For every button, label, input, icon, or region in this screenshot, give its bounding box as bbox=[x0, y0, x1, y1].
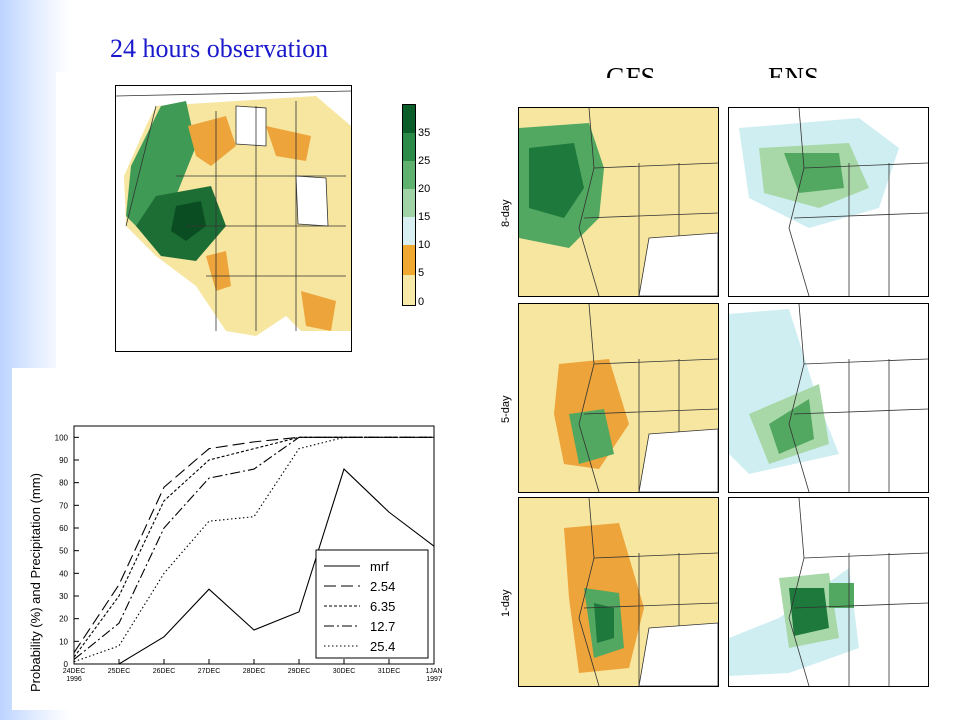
observation-colorbar bbox=[402, 104, 416, 306]
colorbar-tick: 25 bbox=[418, 155, 431, 167]
x-tick-label: 1997 bbox=[426, 676, 442, 683]
colorbar-tick: 15 bbox=[418, 211, 431, 223]
x-tick-label: 25DEC bbox=[108, 668, 131, 675]
y-tick-label: 60 bbox=[59, 524, 68, 533]
colorbar-tick: 35 bbox=[418, 127, 431, 139]
colorbar-tick: 5 bbox=[418, 267, 425, 279]
probability-chart-panel: 0 10 20 30 40 50 60 70 80 90 100 24DEC 1996 25DEC 26DE… bbox=[12, 368, 467, 710]
forecast-row-label: 5-day bbox=[500, 395, 512, 423]
y-tick-label: 10 bbox=[59, 637, 68, 646]
x-tick-label: 28DEC bbox=[243, 668, 266, 675]
y-tick-label: 70 bbox=[59, 501, 68, 510]
x-tick-label: 1JAN bbox=[425, 668, 442, 675]
series-line-25.4 bbox=[73, 436, 434, 663]
y-tick-label: 100 bbox=[55, 433, 69, 442]
y-tick-label: 80 bbox=[59, 479, 68, 488]
gfs-forecast-map bbox=[518, 107, 719, 297]
gfs-forecast-map bbox=[518, 497, 719, 687]
x-tick-label: 24DEC bbox=[63, 668, 86, 675]
series-line-mrf bbox=[74, 468, 435, 665]
colorbar-tick: 10 bbox=[418, 239, 431, 251]
y-tick-label: 90 bbox=[59, 456, 68, 465]
x-tick-label: 1996 bbox=[66, 676, 82, 683]
legend-entry: 2.54 bbox=[370, 579, 395, 594]
legend-box bbox=[315, 549, 429, 659]
y-axis-label: Probability (%) and Precipitation (mm) bbox=[28, 473, 43, 692]
x-tick-label: 30DEC bbox=[333, 668, 356, 675]
forecast-row-label: 8-day bbox=[500, 199, 512, 227]
x-tick-label: 31DEC bbox=[378, 668, 401, 675]
y-tick-label: 40 bbox=[59, 569, 68, 578]
x-tick-label: 26DEC bbox=[153, 668, 176, 675]
x-tick-label: 27DEC bbox=[198, 668, 221, 675]
observation-map bbox=[115, 85, 352, 352]
ens-forecast-map bbox=[728, 497, 929, 687]
legend-entry: 25.4 bbox=[370, 639, 395, 654]
legend-entry: 12.7 bbox=[370, 619, 395, 634]
x-tick-label: 29DEC bbox=[288, 668, 311, 675]
gfs-forecast-map bbox=[518, 303, 719, 493]
observation-map-graphic bbox=[116, 86, 351, 351]
y-tick-label: 50 bbox=[59, 547, 68, 556]
colorbar-tick: 20 bbox=[418, 183, 431, 195]
y-tick-label: 20 bbox=[59, 615, 68, 624]
series-line-6.35 bbox=[73, 436, 434, 658]
forecast-row-label: 1-day bbox=[500, 589, 512, 617]
legend-entry: mrf bbox=[370, 559, 389, 574]
ens-forecast-map bbox=[728, 303, 929, 493]
legend-entry: 6.35 bbox=[370, 599, 395, 614]
observation-title: 24 hours observation bbox=[110, 34, 329, 63]
series-line-12.7 bbox=[73, 436, 434, 660]
y-tick-label: 0 bbox=[64, 660, 69, 669]
colorbar-tick: 0 bbox=[418, 296, 425, 308]
ens-forecast-map bbox=[728, 107, 929, 297]
y-tick-label: 30 bbox=[59, 592, 68, 601]
